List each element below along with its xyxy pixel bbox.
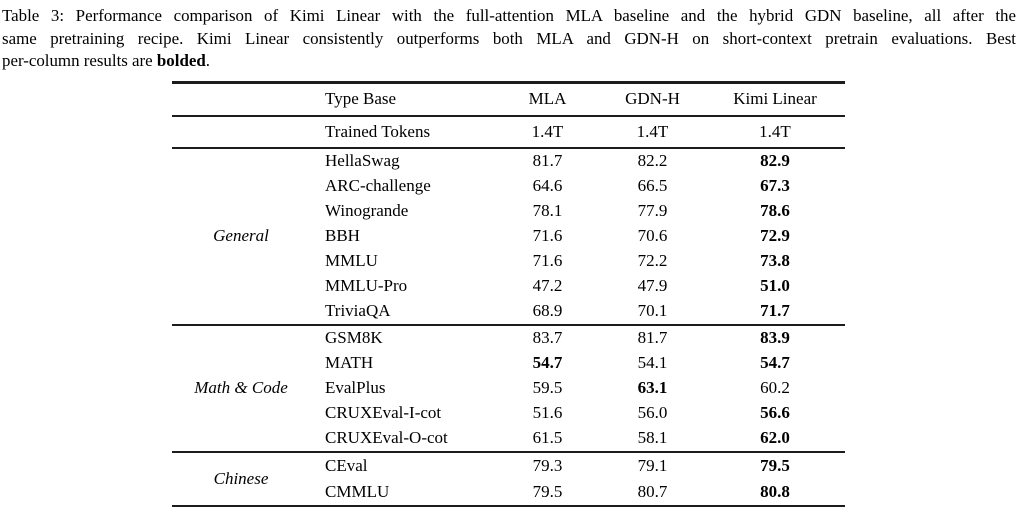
benchmark-value: 81.7 xyxy=(637,328,668,347)
benchmark-value: 59.5 xyxy=(532,378,563,397)
table-section: Math & Code GSM8K 83.7 81.7 83.9 MATH 54.7 54.1… xyxy=(172,326,845,451)
benchmark-name: MATH xyxy=(325,353,374,372)
benchmark-name: CEval xyxy=(325,455,368,475)
table-bottom-rule xyxy=(172,504,845,507)
benchmark-name: Winogrande xyxy=(325,201,409,220)
header-empty-cell xyxy=(172,84,310,115)
benchmark-value: 67.3 xyxy=(760,176,790,195)
benchmark-value: 78.1 xyxy=(532,201,563,220)
benchmark-name: CMMLU xyxy=(325,481,390,501)
benchmark-value: 77.9 xyxy=(637,201,668,220)
benchmark-value: 54.7 xyxy=(760,353,790,372)
results-table: Type Base MLA GDN-H Kimi Linear Trained … xyxy=(172,81,845,507)
benchmark-value: 47.9 xyxy=(637,276,668,295)
section-category-label: General xyxy=(213,226,269,245)
benchmark-name: TriviaQA xyxy=(325,301,391,320)
table-caption: Table 3: Performance comparison of Kimi … xyxy=(2,5,1016,73)
benchmark-value: 70.1 xyxy=(637,301,668,320)
benchmark-value: 56.6 xyxy=(760,403,790,422)
header-col-kimi-linear: Kimi Linear xyxy=(733,89,817,108)
tokens-value-gdn-h: 1.4T xyxy=(636,121,669,141)
benchmark-name: HellaSwag xyxy=(325,151,400,170)
benchmark-name: GSM8K xyxy=(325,328,383,347)
benchmark-value: 56.0 xyxy=(637,403,668,422)
header-col-mla: MLA xyxy=(528,89,567,108)
tokens-empty-cell xyxy=(172,117,310,147)
section-category-label: Chinese xyxy=(213,468,269,488)
benchmark-value: 60.2 xyxy=(760,378,790,397)
benchmark-value: 82.2 xyxy=(637,151,668,170)
benchmark-value: 83.7 xyxy=(532,328,563,347)
benchmark-value: 61.5 xyxy=(532,428,563,447)
benchmark-value: 68.9 xyxy=(532,301,563,320)
benchmark-name: ARC-challenge xyxy=(325,176,431,195)
table-rule xyxy=(172,146,845,149)
benchmark-value: 58.1 xyxy=(637,428,668,447)
header-type-base: Type Base xyxy=(325,89,397,108)
benchmark-value: 79.5 xyxy=(532,481,563,501)
benchmark-name: EvalPlus xyxy=(325,378,386,397)
table-rule xyxy=(172,323,845,326)
trained-tokens-row: Trained Tokens 1.4T 1.4T 1.4T xyxy=(172,117,845,147)
benchmark-value: 80.7 xyxy=(637,481,668,501)
tokens-value-kimi-linear: 1.4T xyxy=(759,121,791,141)
benchmark-name: BBH xyxy=(325,226,360,245)
benchmark-value: 47.2 xyxy=(532,276,563,295)
benchmark-value: 63.1 xyxy=(637,378,668,397)
benchmark-value: 83.9 xyxy=(760,328,790,347)
table-section: General HellaSwag 81.7 82.2 82.9 ARC-challeng… xyxy=(172,149,845,324)
benchmark-value: 51.6 xyxy=(532,403,563,422)
table-top-rule xyxy=(172,81,845,84)
benchmark-value: 54.1 xyxy=(637,353,668,372)
benchmark-value: 80.8 xyxy=(760,481,790,501)
caption-line-1: Table 3: Performance comparison of Kimi … xyxy=(2,6,1016,25)
benchmark-value: 71.7 xyxy=(760,301,790,320)
benchmark-value: 51.0 xyxy=(760,276,790,295)
caption-line-3-text: per-column results are xyxy=(2,51,157,71)
benchmark-value: 64.6 xyxy=(532,176,563,195)
benchmark-value: 79.5 xyxy=(760,455,790,475)
header-col-gdn-h: GDN-H xyxy=(625,89,680,108)
table-rule xyxy=(172,450,845,453)
benchmark-name: MMLU xyxy=(325,251,378,270)
caption-line-3-period: . xyxy=(205,51,210,71)
benchmark-value: 71.6 xyxy=(532,251,563,270)
benchmark-value: 81.7 xyxy=(532,151,563,170)
benchmark-value: 79.1 xyxy=(637,455,668,475)
benchmark-name: MMLU-Pro xyxy=(325,276,408,295)
caption-bolded-word: bolded xyxy=(156,51,206,71)
benchmark-value: 70.6 xyxy=(637,226,668,245)
benchmark-name: CRUXEval-O-cot xyxy=(325,428,448,447)
table-section: Chinese CEval 79.3 79.1 79.5 CMMLU 79.5 80.7 80.… xyxy=(172,453,845,505)
benchmark-value: 62.0 xyxy=(760,428,790,447)
benchmark-value: 73.8 xyxy=(760,251,790,270)
caption-line-3: per-column results are bolded. xyxy=(2,50,1016,73)
tokens-value-mla: 1.4T xyxy=(531,121,564,141)
table-rule xyxy=(172,114,845,117)
section-category-label: Math & Code xyxy=(194,378,288,397)
table-header-row: Type Base MLA GDN-H Kimi Linear xyxy=(172,84,845,115)
benchmark-value: 78.6 xyxy=(760,201,790,220)
benchmark-value: 71.6 xyxy=(532,226,563,245)
benchmark-value: 72.9 xyxy=(760,226,790,245)
benchmark-value: 66.5 xyxy=(637,176,668,195)
benchmark-value: 79.3 xyxy=(532,455,563,475)
table-sections: General HellaSwag 81.7 82.2 82.9 ARC-challeng… xyxy=(172,149,845,507)
benchmark-name: CRUXEval-I-cot xyxy=(325,403,442,422)
benchmark-value: 82.9 xyxy=(760,151,790,170)
caption-line-2: same pretraining recipe. Kimi Linear con… xyxy=(2,28,1016,48)
benchmark-value: 72.2 xyxy=(637,251,668,270)
benchmark-value: 54.7 xyxy=(532,353,563,372)
tokens-label: Trained Tokens xyxy=(325,121,431,141)
